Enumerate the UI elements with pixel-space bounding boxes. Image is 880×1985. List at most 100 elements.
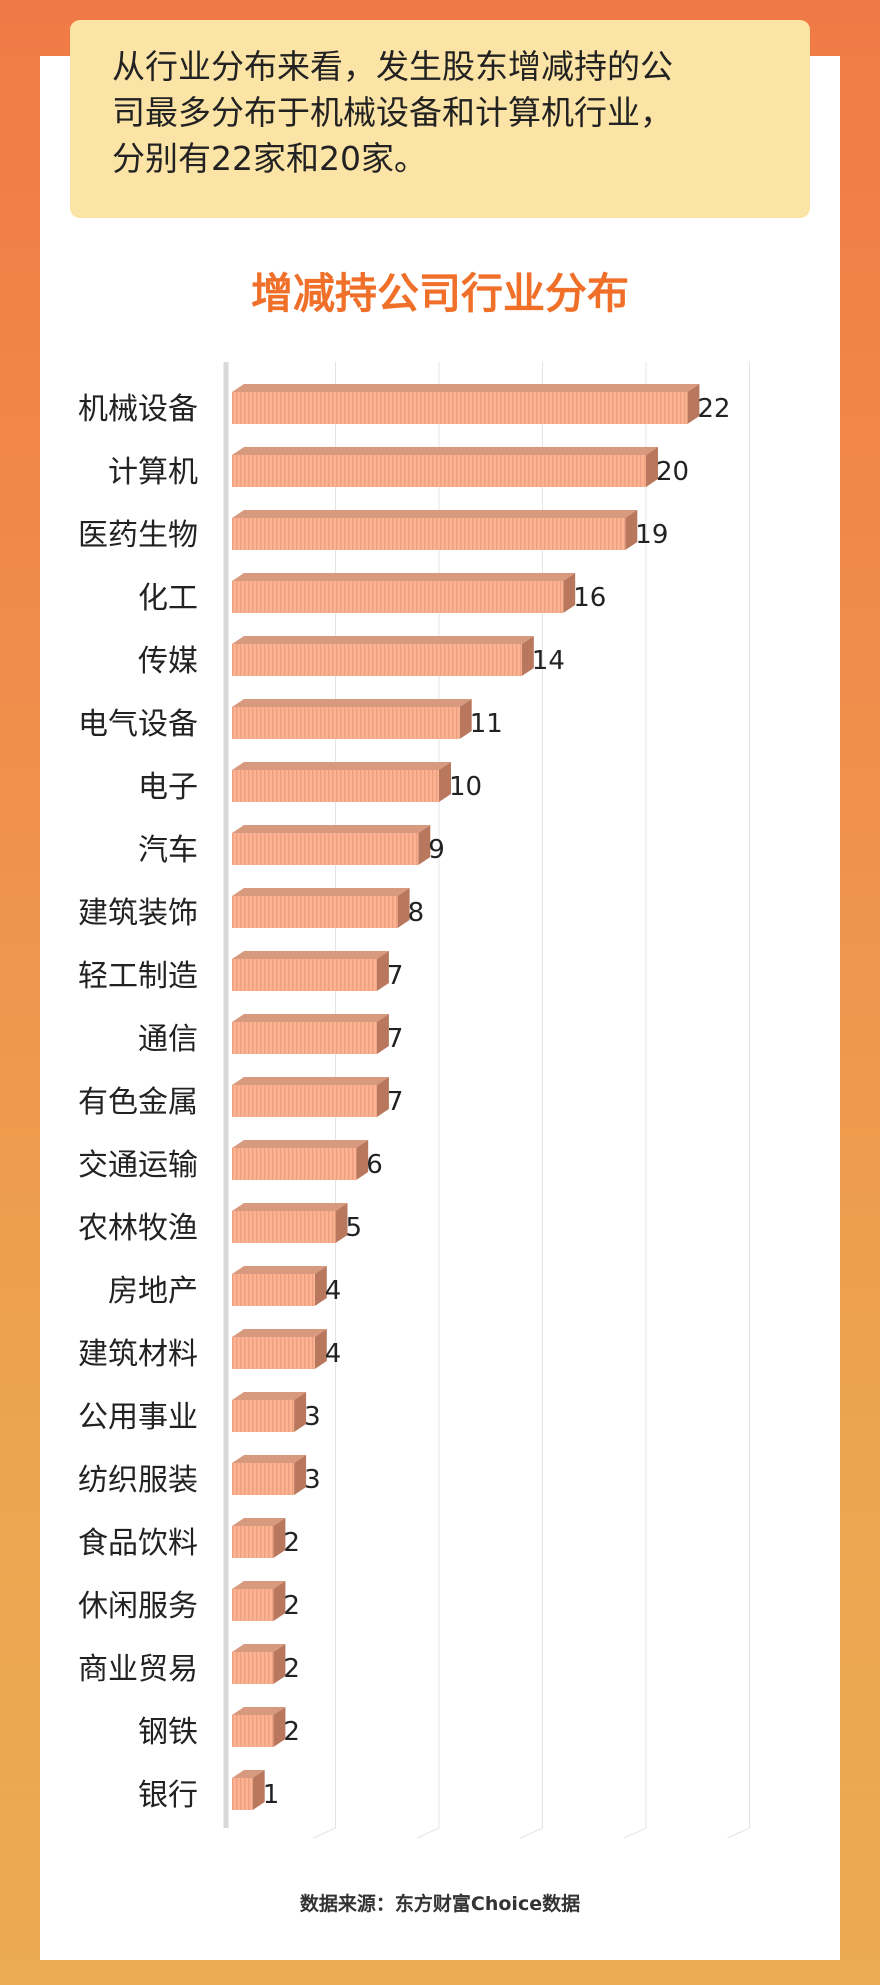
bar bbox=[232, 707, 460, 739]
bar bbox=[232, 644, 522, 676]
bar-top bbox=[232, 1518, 286, 1526]
value-label: 2 bbox=[283, 1528, 300, 1558]
category-label: 通信 bbox=[138, 1022, 198, 1057]
category-label: 建筑装饰 bbox=[78, 896, 198, 931]
value-label: 4 bbox=[325, 1276, 342, 1306]
value-label: 7 bbox=[387, 1024, 404, 1054]
value-label: 19 bbox=[635, 520, 668, 550]
value-label: 16 bbox=[573, 583, 606, 613]
value-label: 2 bbox=[283, 1717, 300, 1747]
bar bbox=[232, 1778, 253, 1810]
category-label: 计算机 bbox=[108, 455, 198, 490]
bar bbox=[232, 833, 419, 865]
category-label: 农林牧渔 bbox=[78, 1211, 198, 1246]
bar-side bbox=[356, 1140, 369, 1180]
bar-top bbox=[232, 825, 431, 833]
bar-top bbox=[232, 699, 472, 707]
bar bbox=[232, 1085, 377, 1117]
bar-top bbox=[232, 1455, 307, 1463]
bar-top bbox=[232, 1140, 369, 1148]
category-label: 公用事业 bbox=[78, 1400, 198, 1435]
bar-side bbox=[687, 384, 700, 424]
bar bbox=[232, 1589, 274, 1621]
bar-side bbox=[418, 825, 431, 865]
bar-top bbox=[232, 447, 658, 455]
value-label: 11 bbox=[470, 709, 503, 739]
value-label: 4 bbox=[325, 1339, 342, 1369]
summary-line: 从行业分布来看，发生股东增减持的公 bbox=[112, 47, 673, 86]
bar-side bbox=[273, 1518, 286, 1558]
category-label: 机械设备 bbox=[78, 392, 198, 427]
category-label: 医药生物 bbox=[78, 518, 198, 553]
gridline-foot bbox=[727, 1827, 750, 1839]
category-label: 电子 bbox=[138, 770, 198, 805]
summary-line: 分别有22家和20家。 bbox=[112, 139, 427, 178]
category-label: 交通运输 bbox=[78, 1148, 198, 1183]
bar-side bbox=[273, 1707, 286, 1747]
value-label: 20 bbox=[656, 457, 689, 487]
bar bbox=[232, 1463, 295, 1495]
bar-top bbox=[232, 636, 534, 644]
bar-top bbox=[232, 888, 410, 896]
category-label: 钢铁 bbox=[138, 1715, 198, 1750]
value-label: 2 bbox=[283, 1591, 300, 1621]
bar-top bbox=[232, 1581, 286, 1589]
bar bbox=[232, 1022, 377, 1054]
category-label: 有色金属 bbox=[78, 1085, 198, 1120]
bar-top bbox=[232, 1266, 327, 1274]
category-label: 商业贸易 bbox=[78, 1652, 198, 1687]
category-label: 食品饮料 bbox=[78, 1526, 198, 1561]
bar-side bbox=[294, 1455, 307, 1495]
bar-side bbox=[314, 1266, 327, 1306]
value-label: 8 bbox=[408, 898, 425, 928]
bar-side bbox=[646, 447, 658, 487]
category-label: 银行 bbox=[138, 1778, 198, 1813]
value-label: 5 bbox=[346, 1213, 363, 1243]
chart-title: 增减持公司行业分布 bbox=[250, 269, 629, 318]
bar bbox=[232, 1148, 357, 1180]
bar-top bbox=[232, 951, 389, 959]
bar-top bbox=[232, 1329, 327, 1337]
value-label: 10 bbox=[449, 772, 482, 802]
bar-side bbox=[563, 573, 576, 613]
content-card bbox=[40, 56, 840, 1960]
value-label: 1 bbox=[263, 1780, 280, 1810]
category-label: 传媒 bbox=[138, 644, 198, 679]
bar-side bbox=[459, 699, 472, 739]
category-label: 电气设备 bbox=[78, 707, 198, 742]
bar-side bbox=[397, 888, 410, 928]
bar bbox=[232, 1337, 315, 1369]
bar bbox=[232, 770, 439, 802]
bar-side bbox=[439, 762, 451, 802]
summary-note: 从行业分布来看，发生股东增减持的公 司最多分布于机械设备和计算机行业， 分别有2… bbox=[70, 20, 810, 218]
bar-side bbox=[376, 1014, 389, 1054]
bar-top bbox=[232, 510, 638, 518]
bar-top bbox=[232, 1203, 348, 1211]
bar-top bbox=[232, 1644, 286, 1652]
bar-top bbox=[232, 1707, 286, 1715]
gridline-foot bbox=[313, 1827, 336, 1839]
bar-side bbox=[314, 1329, 327, 1369]
value-label: 7 bbox=[387, 1087, 404, 1117]
bar-side bbox=[521, 636, 534, 676]
value-label: 2 bbox=[283, 1654, 300, 1684]
bar-top bbox=[232, 384, 700, 392]
value-label: 7 bbox=[387, 961, 404, 991]
bar bbox=[232, 1274, 315, 1306]
value-label: 6 bbox=[366, 1150, 383, 1180]
bar-side bbox=[376, 951, 389, 991]
value-label: 14 bbox=[532, 646, 565, 676]
value-label: 3 bbox=[304, 1402, 321, 1432]
data-source: 数据来源：东方财富Choice数据 bbox=[299, 1893, 581, 1915]
bar bbox=[232, 1715, 274, 1747]
bar-side bbox=[335, 1203, 348, 1243]
category-label: 化工 bbox=[138, 581, 198, 616]
category-label: 建筑材料 bbox=[78, 1337, 198, 1372]
gridline-foot bbox=[520, 1827, 543, 1839]
bar bbox=[232, 581, 564, 613]
bar bbox=[232, 455, 646, 487]
value-label: 22 bbox=[697, 394, 730, 424]
bar-top bbox=[232, 1077, 389, 1085]
category-label: 轻工制造 bbox=[78, 959, 198, 994]
bar bbox=[232, 392, 688, 424]
